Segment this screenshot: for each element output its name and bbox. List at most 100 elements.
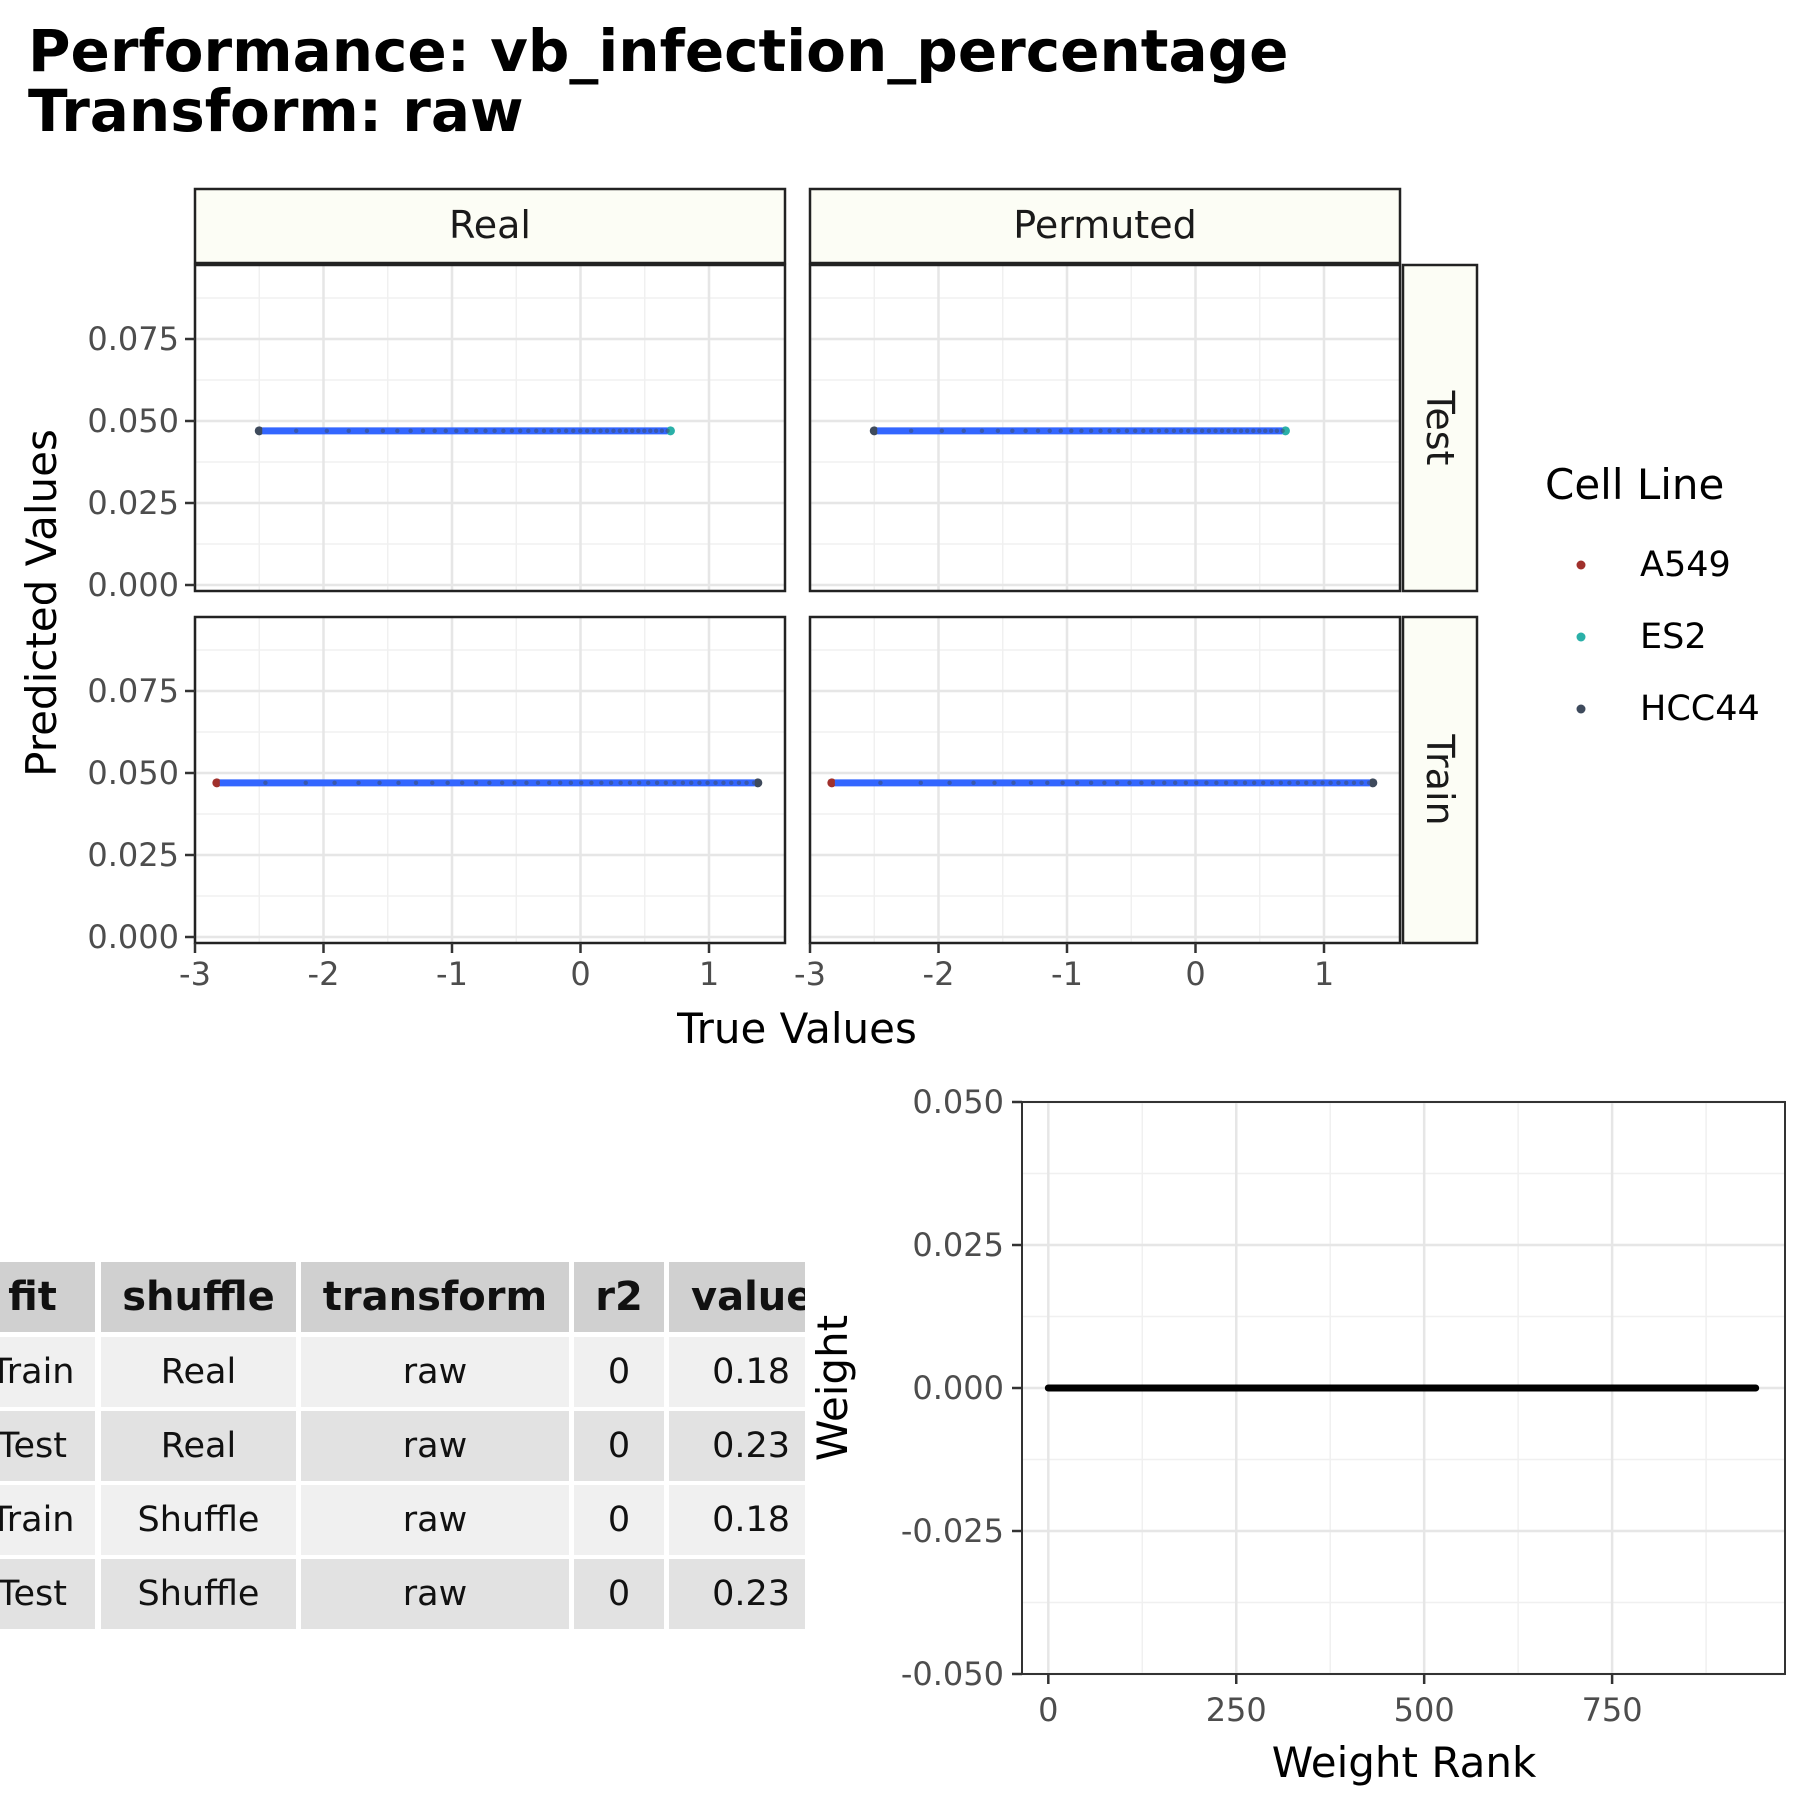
- data-point: [1269, 780, 1275, 786]
- y-axis-title: Weight: [808, 1315, 857, 1461]
- data-point: [1107, 428, 1112, 434]
- data-point: [487, 780, 492, 786]
- data-point: [1344, 780, 1349, 786]
- y-tick-label: 0.000: [87, 918, 179, 956]
- data-point: [1060, 780, 1065, 786]
- legend-label: ES2: [1640, 617, 1707, 657]
- data-point: [303, 780, 308, 786]
- data-point: [534, 428, 539, 434]
- data-point: [1261, 780, 1266, 786]
- data-point: [460, 780, 465, 786]
- x-tick-label: -1: [1051, 955, 1083, 993]
- data-point: [1088, 780, 1094, 786]
- data-point: [1232, 428, 1238, 434]
- data-point: [1233, 780, 1238, 786]
- table-cell-shuffle: Shuffle: [101, 1485, 296, 1555]
- data-point: [908, 428, 914, 434]
- data-point: [1124, 428, 1130, 434]
- data-point: [878, 780, 883, 786]
- x-tick-label: -2: [308, 955, 340, 993]
- table-cell-value: 0.18: [669, 1337, 805, 1407]
- data-point: [1133, 428, 1138, 434]
- data-point: [473, 428, 479, 434]
- data-point: [1287, 780, 1292, 786]
- data-point: [1351, 780, 1357, 786]
- data-point-min: [212, 778, 222, 788]
- data-point: [1088, 428, 1094, 434]
- data-point: [939, 428, 945, 434]
- data-point-max: [665, 426, 675, 436]
- data-point: [332, 780, 337, 786]
- data-point: [1156, 428, 1162, 434]
- data-point: [599, 780, 604, 786]
- y-tick-label: 0.000: [87, 566, 179, 604]
- table-cell-shuffle: Real: [101, 1411, 296, 1481]
- y-tick-label: 0.025: [87, 484, 179, 522]
- legend-title: Cell Line: [1545, 460, 1724, 509]
- data-point: [547, 780, 552, 786]
- data-point: [1045, 780, 1050, 786]
- data-point: [627, 780, 633, 786]
- legend-label: A549: [1640, 545, 1731, 585]
- data-point: [1171, 428, 1177, 434]
- data-point: [263, 780, 268, 786]
- table-header-r2: r2: [574, 1262, 664, 1332]
- data-point: [617, 428, 623, 434]
- table-header-transform: transform: [301, 1262, 569, 1332]
- x-tick-label: 1: [699, 955, 719, 993]
- data-point: [623, 428, 629, 434]
- x-tick-label: -3: [179, 955, 211, 993]
- data-point: [697, 780, 702, 786]
- data-point: [445, 780, 450, 786]
- table-cell-r2: 0: [574, 1485, 664, 1555]
- data-point: [1069, 428, 1074, 434]
- data-point: [1226, 428, 1231, 434]
- table-cell-fit: Train: [0, 1337, 95, 1407]
- data-point: [608, 780, 614, 786]
- data-point: [1206, 428, 1212, 434]
- data-point-max: [753, 778, 763, 788]
- data-point: [1213, 428, 1218, 434]
- x-tick-label: -2: [923, 955, 955, 993]
- data-point: [1183, 780, 1189, 786]
- data-point: [648, 428, 653, 434]
- data-point: [571, 428, 576, 434]
- data-point: [568, 780, 574, 786]
- data-point: [549, 428, 554, 434]
- data-point: [518, 428, 523, 434]
- table-header-fit: fit: [0, 1262, 95, 1332]
- data-point: [1312, 780, 1317, 786]
- y-axis-title: Predicted Values: [17, 429, 66, 777]
- data-point: [654, 780, 660, 786]
- data-point: [1295, 780, 1301, 786]
- data-point: [663, 780, 669, 786]
- data-point: [1336, 780, 1341, 786]
- data-point: [1278, 780, 1284, 786]
- data-point: [430, 780, 435, 786]
- data-point: [1149, 428, 1154, 434]
- data-point: [653, 428, 659, 434]
- data-point: [420, 428, 426, 434]
- data-point: [464, 428, 469, 434]
- facet-strip-label: Test: [1418, 390, 1462, 466]
- data-point: [1219, 428, 1225, 434]
- table-cell-transform: raw: [301, 1411, 569, 1481]
- data-point: [499, 780, 505, 786]
- figure-title-line1: Performance: vb_infection_percentage: [28, 17, 1289, 85]
- data-point: [1304, 780, 1309, 786]
- data-point: [1328, 780, 1333, 786]
- data-point: [979, 428, 985, 434]
- data-point: [501, 428, 506, 434]
- data-point: [751, 780, 757, 786]
- table-header-value: value: [669, 1262, 805, 1332]
- data-point-min: [827, 778, 837, 788]
- data-point: [1079, 428, 1084, 434]
- data-point: [483, 428, 488, 434]
- data-point: [598, 428, 603, 434]
- legend-key-es2: [1576, 632, 1586, 642]
- legend-key-a549: [1576, 560, 1586, 570]
- data-point: [1047, 428, 1052, 434]
- data-point: [364, 428, 370, 434]
- data-point: [535, 780, 541, 786]
- table-cell-shuffle: Shuffle: [101, 1559, 296, 1629]
